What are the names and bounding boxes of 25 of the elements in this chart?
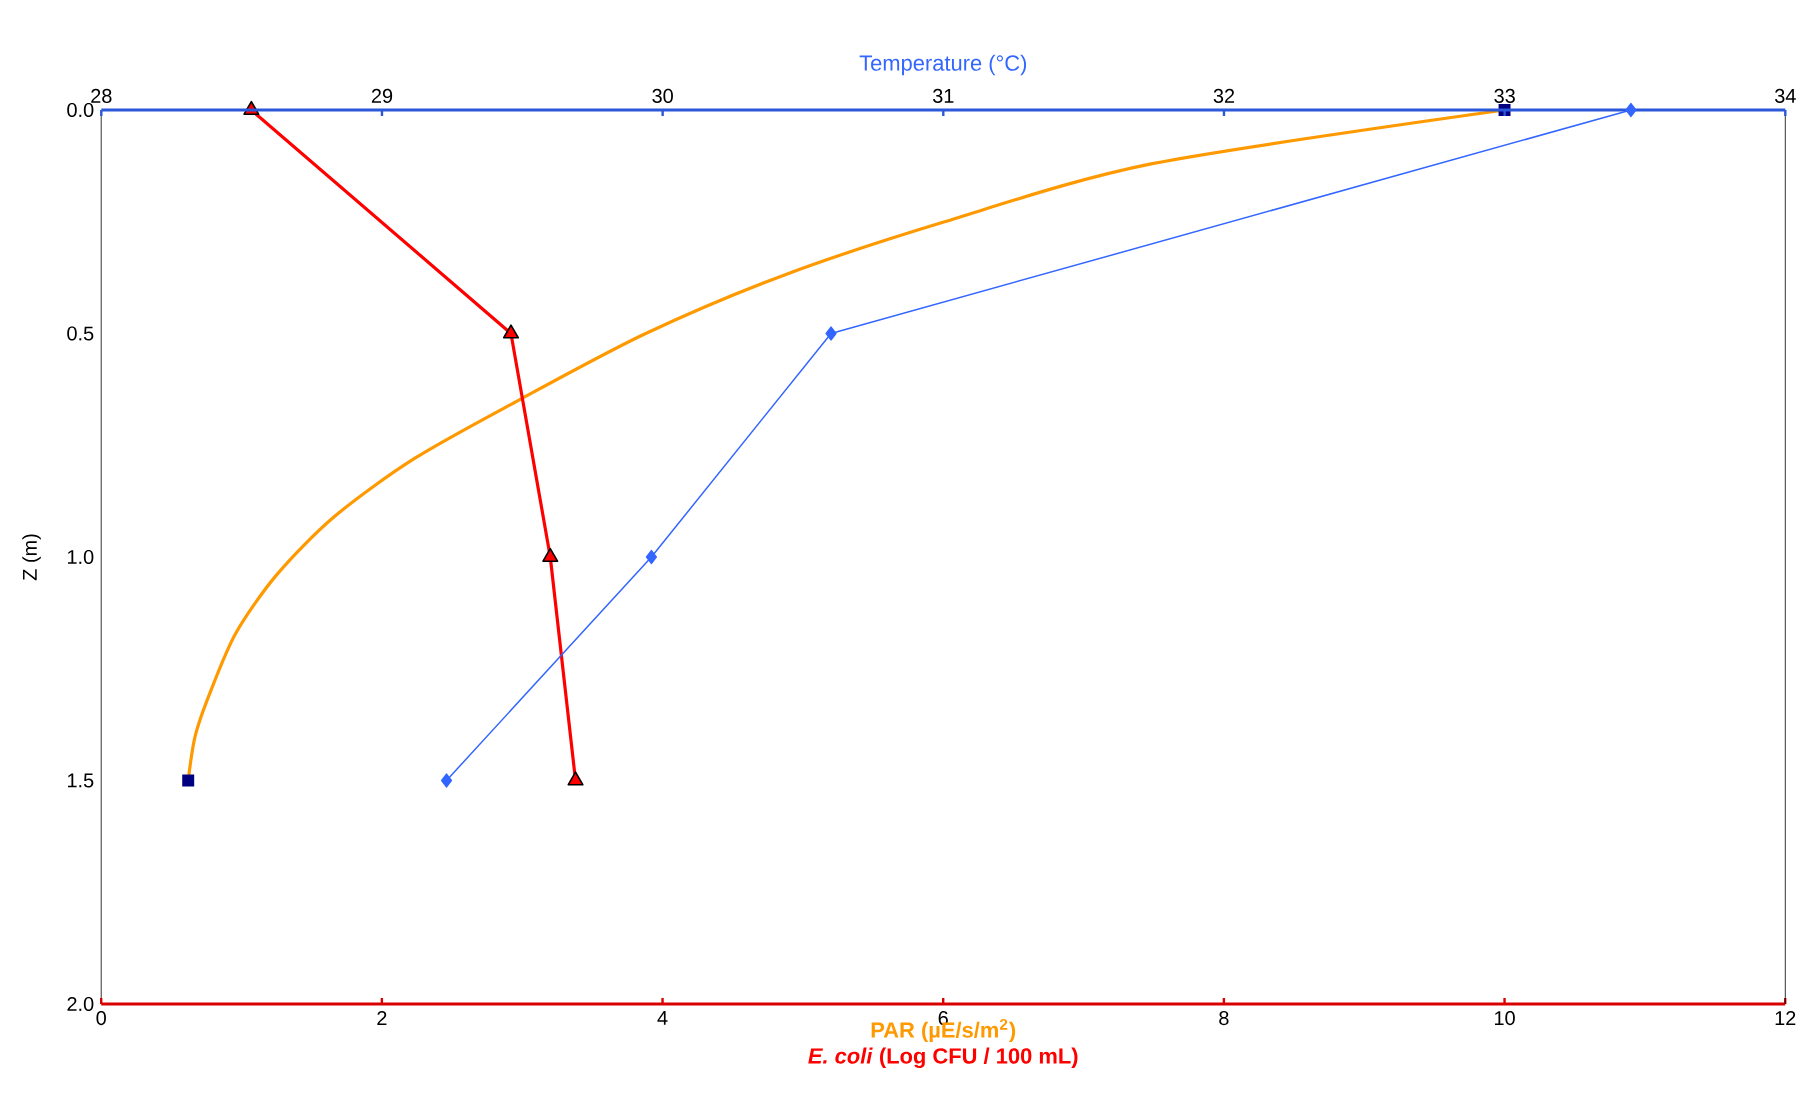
y-tick-label: 2.0	[67, 996, 94, 1012]
x2-tick-label: 29	[371, 88, 393, 103]
y-tick-label: 0.5	[67, 326, 94, 341]
point	[502, 324, 520, 339]
x-tick-label: 10	[1495, 1011, 1515, 1026]
y-tick-label: 1.0	[67, 549, 94, 565]
y-axis-title: Z (m)	[22, 534, 41, 581]
x-tick-label: 2	[377, 1011, 387, 1025]
x2-tick-label: 30	[652, 88, 673, 103]
x2-axis-title: Temperature (°C)	[859, 54, 1027, 76]
x2-tick-label: 32	[1213, 88, 1235, 103]
point	[542, 547, 559, 562]
point	[567, 771, 584, 786]
x-tick-label: 4	[657, 1011, 668, 1025]
x2-tick-label: 31	[932, 88, 954, 103]
x2-tick-label: 34	[1774, 88, 1796, 103]
x-tick-label: 0	[96, 1011, 106, 1026]
y-tick-label: 0.0	[67, 102, 94, 118]
x-tick-label: 8	[1219, 1011, 1229, 1026]
x-tick-label: 12	[1775, 1011, 1796, 1025]
x2-tick-label: 33	[1494, 88, 1515, 103]
y-tick-label: 1.5	[67, 773, 94, 788]
point	[182, 774, 195, 787]
x2-tick-label: 28	[91, 88, 112, 103]
text: E. coli (Log CFU / 100 mL)	[808, 1047, 1078, 1069]
